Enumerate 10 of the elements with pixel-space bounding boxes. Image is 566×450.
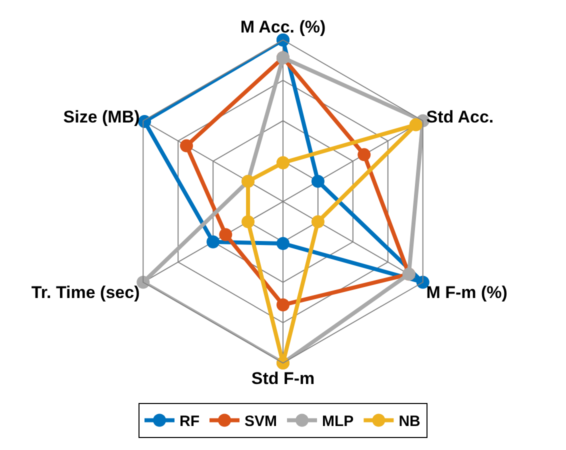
spoke-label: M F-m (%): [426, 282, 508, 302]
legend-label: NB: [398, 413, 421, 430]
legend-label: RF: [180, 413, 200, 430]
spoke-label: M Acc. (%): [240, 18, 326, 37]
spoke-label: Std F-m: [251, 368, 315, 388]
legend-label: SVM: [244, 413, 278, 430]
spoke-label: Size (MB): [63, 107, 140, 126]
spoke-label: Tr. Time (sec): [31, 282, 140, 302]
legend-label: MLP: [322, 413, 354, 430]
spoke-label: Std Acc.: [426, 107, 494, 126]
